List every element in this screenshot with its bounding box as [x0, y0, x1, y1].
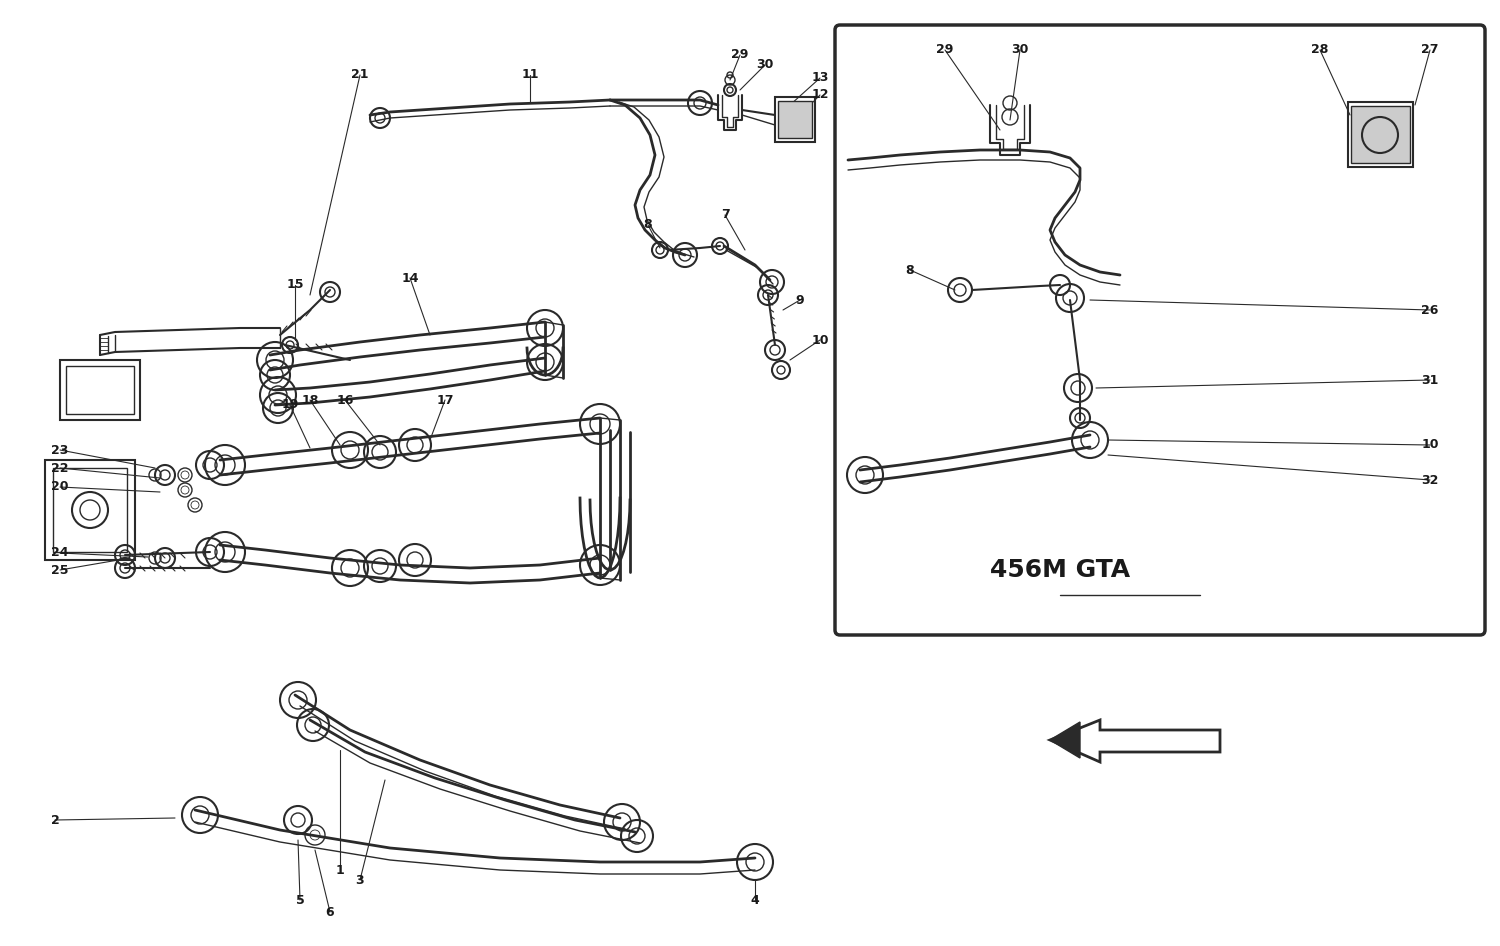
Text: 15: 15: [286, 278, 303, 291]
Text: 14: 14: [402, 272, 418, 285]
Text: 6: 6: [326, 905, 334, 919]
Text: 28: 28: [1311, 44, 1329, 57]
Text: 8: 8: [906, 264, 915, 276]
Text: 22: 22: [51, 462, 69, 475]
Text: 12: 12: [812, 89, 828, 101]
Text: 2: 2: [51, 814, 60, 827]
Text: 32: 32: [1422, 474, 1438, 486]
Text: 8: 8: [644, 219, 652, 232]
Text: 29: 29: [936, 44, 954, 57]
Text: 20: 20: [51, 481, 69, 494]
Text: 9: 9: [795, 293, 804, 307]
FancyBboxPatch shape: [778, 101, 812, 138]
Text: 27: 27: [1422, 44, 1438, 57]
Text: 13: 13: [812, 72, 828, 84]
Text: 4: 4: [750, 894, 759, 906]
Text: 3: 3: [356, 873, 364, 886]
Text: 21: 21: [351, 68, 369, 81]
Text: 7: 7: [720, 208, 729, 221]
Text: 16: 16: [336, 394, 354, 407]
FancyBboxPatch shape: [1350, 107, 1410, 164]
Text: 10: 10: [812, 334, 828, 346]
Polygon shape: [1050, 720, 1220, 762]
Polygon shape: [1050, 722, 1080, 758]
Text: 10: 10: [1422, 439, 1438, 451]
Text: 5: 5: [296, 894, 304, 906]
Text: 30: 30: [1011, 44, 1029, 57]
Text: 26: 26: [1422, 304, 1438, 317]
Text: 25: 25: [51, 564, 69, 576]
Text: 19: 19: [282, 398, 298, 412]
Text: 23: 23: [51, 444, 69, 457]
Text: 30: 30: [756, 59, 774, 72]
Text: 456M GTA: 456M GTA: [990, 558, 1130, 582]
Text: 18: 18: [302, 394, 318, 407]
Text: 31: 31: [1422, 374, 1438, 387]
Text: 11: 11: [522, 68, 538, 81]
Text: 1: 1: [336, 864, 345, 877]
Text: 24: 24: [51, 547, 69, 559]
Text: 17: 17: [436, 394, 453, 407]
Text: 29: 29: [732, 48, 748, 61]
